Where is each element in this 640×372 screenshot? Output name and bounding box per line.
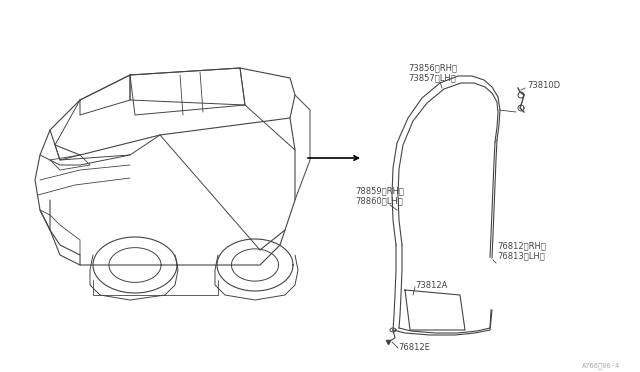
Text: 78859〈RH〉: 78859〈RH〉 [355, 186, 404, 195]
Text: A766　00·4: A766 00·4 [582, 362, 620, 369]
Text: 73810D: 73810D [527, 80, 560, 90]
Text: 76812E: 76812E [398, 343, 430, 353]
Text: 76812〈RH〉: 76812〈RH〉 [497, 241, 546, 250]
Text: 78860〈LH〉: 78860〈LH〉 [355, 196, 403, 205]
Text: 73857〈LH〉: 73857〈LH〉 [408, 73, 456, 82]
Text: 76813〈LH〉: 76813〈LH〉 [497, 251, 545, 260]
Text: 73812A: 73812A [415, 280, 447, 289]
Text: 73856〈RH〉: 73856〈RH〉 [408, 63, 457, 72]
